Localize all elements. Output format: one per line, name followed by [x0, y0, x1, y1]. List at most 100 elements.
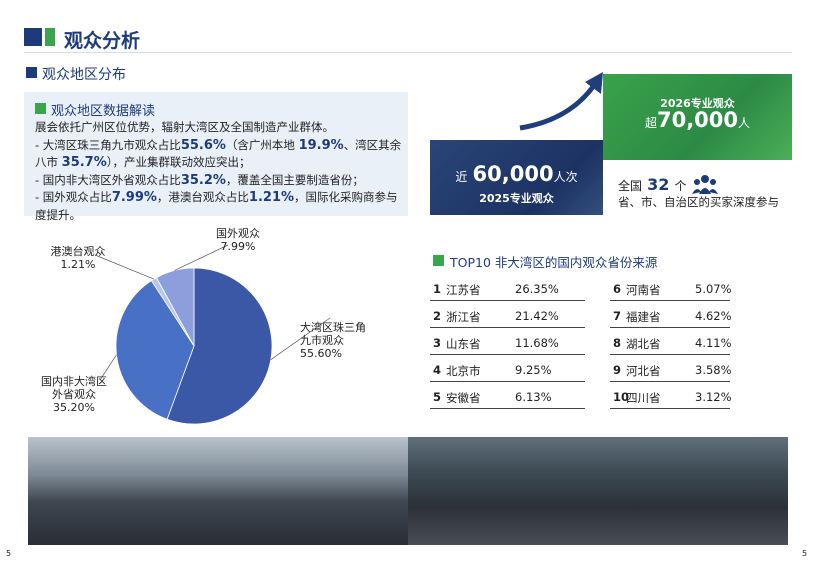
row-line — [430, 354, 585, 355]
bullet-text: - 大湾区珠三角九市观众占比 — [35, 137, 181, 152]
rank: 9 — [613, 363, 622, 377]
rank: 1 — [433, 282, 442, 296]
province: 四川省 — [626, 391, 661, 405]
target-label: 2026专业观众 — [660, 97, 735, 110]
rank: 7 — [613, 309, 622, 323]
bullet-text: ，国际化采购商参与度提升。 — [35, 190, 398, 222]
summary-intro: 展会依托广州区位优势，辐射大湾区及全国制造产业群体。 — [35, 120, 334, 134]
leader-line — [94, 254, 155, 280]
province: 湖北省 — [626, 337, 661, 351]
now-box — [430, 140, 603, 215]
pie-label-name: 大湾区珠三角九市观众 — [300, 321, 366, 347]
highlight: 35.7% — [61, 155, 107, 170]
percent: 3.58% — [695, 363, 732, 377]
target-number: 70,000 — [656, 108, 739, 132]
percent: 21.42% — [515, 309, 559, 323]
highlight: 1.21% — [248, 190, 295, 205]
row-line — [430, 300, 585, 301]
target-box — [603, 74, 792, 160]
summary-text: 展会依托广州区位优势，辐射大湾区及全国制造产业群体。 - 大湾区珠三角九市观众占… — [35, 119, 403, 224]
pie-label: 国外观众 7.99% — [200, 227, 276, 253]
arrow — [519, 72, 603, 131]
photo-right — [408, 437, 788, 545]
percent: 11.68% — [515, 336, 559, 350]
summary-bullet: - 国外观众占比7.99%，港澳台观众占比1.21%，国际化采购商参与度提升。 — [35, 189, 403, 224]
row-line — [430, 408, 585, 409]
pie-label: 国内非大湾区外省观众 35.20% — [36, 375, 112, 414]
now-label: 2025专业观众 — [479, 192, 554, 205]
percent: 6.13% — [515, 390, 552, 404]
leader-line — [174, 244, 229, 271]
bullet-text: - 国内非大湾区外省观众占比 — [35, 172, 181, 187]
pie-label-value: 1.21% — [60, 258, 96, 271]
summary-title: 观众地区数据解读 — [51, 104, 156, 119]
pie-label-name: 国外观众 — [216, 227, 260, 240]
header-square — [24, 28, 42, 46]
rank: 3 — [433, 336, 442, 350]
province: 河北省 — [626, 364, 661, 378]
target-unit: 人 — [738, 116, 751, 130]
province: 河南省 — [626, 283, 661, 297]
highlight: 55.6% — [180, 137, 226, 153]
bullet-text: ，港澳台观众占比 — [156, 190, 249, 204]
leader-line — [270, 317, 331, 360]
regions-number: 32 — [647, 175, 670, 194]
now-number: 60,000 — [472, 162, 554, 186]
pie-label-name: 国内非大湾区外省观众 — [41, 375, 107, 401]
bullet-text: （含广州本地 — [225, 137, 299, 152]
percent: 4.11% — [695, 336, 732, 350]
page-number: 5 — [6, 549, 12, 558]
header-square — [45, 28, 55, 46]
rank: 8 — [613, 336, 622, 350]
summary-bullet: - 大湾区珠三角九市观众占比55.6%（含广州本地 19.9%、湾区其余八市 3… — [35, 137, 403, 172]
row-line — [610, 300, 730, 301]
province: 浙江省 — [446, 310, 481, 324]
percent: 26.35% — [515, 282, 559, 296]
province: 江苏省 — [446, 283, 481, 297]
province: 福建省 — [626, 310, 661, 324]
pie-slice — [115, 280, 195, 420]
pie-label-value: 35.20% — [53, 401, 95, 414]
now-prefix: 近 — [455, 170, 468, 184]
now-value: 近 60,000人次 — [430, 162, 603, 186]
pie-chart — [94, 244, 331, 425]
row-line — [610, 327, 730, 328]
rank: 2 — [433, 309, 442, 323]
table-title: TOP10 非大湾区的国内观众省份来源 — [450, 255, 658, 270]
percent: 4.62% — [695, 309, 732, 323]
target-value: 超70,000人 — [603, 108, 792, 132]
pie-slice — [155, 267, 195, 347]
regions-unit: 个 — [674, 179, 687, 193]
now-unit: 人次 — [553, 170, 578, 184]
pie-label-name: 港澳台观众 — [50, 245, 106, 258]
rank: 10 — [613, 390, 630, 404]
pie-label: 大湾区珠三角九市观众 55.60% — [300, 321, 376, 360]
regions-text: 省、市、自治区的买家深度参与 — [618, 195, 779, 209]
leader-line — [99, 354, 117, 381]
photo-left — [28, 437, 408, 545]
row-line — [430, 327, 585, 328]
province: 北京市 — [446, 364, 481, 378]
rank: 4 — [433, 363, 442, 377]
bullet-text: 、湾区其余八市 — [35, 137, 402, 170]
highlight: 35.2% — [180, 172, 226, 188]
bullet-text: ，覆盖全国主要制造省份； — [225, 172, 364, 187]
people-icon — [691, 175, 718, 194]
bullet-text: ），产业集群联动效应突出； — [106, 155, 251, 169]
row-line — [610, 408, 730, 409]
bullet-text: - 国外观众占比 — [35, 190, 112, 204]
row-line — [610, 354, 730, 355]
pie-label-value: 7.99% — [220, 240, 256, 253]
summary-square — [35, 103, 46, 114]
regions-prefix: 全国 — [618, 179, 643, 193]
row-line — [430, 381, 585, 382]
rank: 5 — [433, 390, 442, 404]
rank: 6 — [613, 282, 622, 296]
province: 安徽省 — [446, 391, 481, 405]
table-square — [433, 255, 444, 266]
target-prefix: 超 — [644, 116, 657, 130]
page-title: 观众分析 — [64, 30, 141, 52]
summary-bullet: - 国内非大湾区外省观众占比35.2%，覆盖全国主要制造省份； — [35, 172, 403, 190]
highlight: 19.9% — [298, 137, 344, 153]
page-number: 5 — [802, 549, 808, 558]
